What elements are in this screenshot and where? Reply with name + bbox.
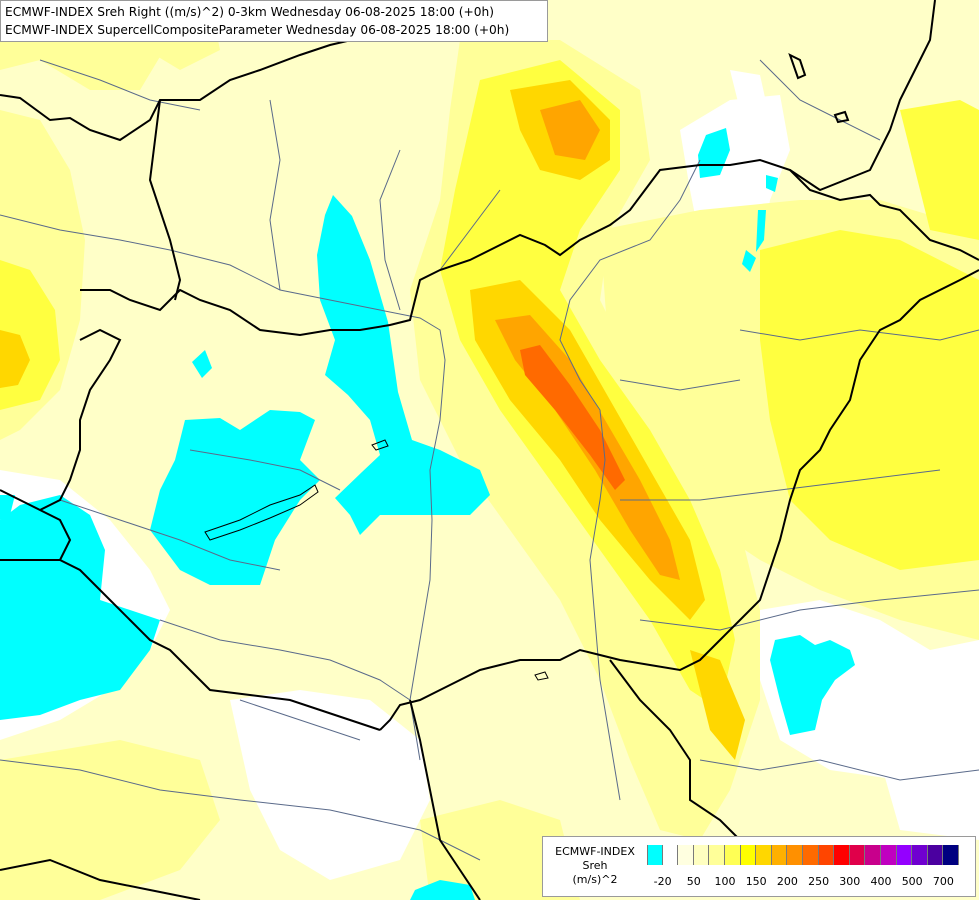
border-south-left: [0, 858, 201, 900]
river-east-2: [620, 469, 941, 501]
river-west-1: [59, 499, 281, 571]
legend-title: ECMWF-INDEX Sreh (m/s)^2: [547, 845, 643, 887]
legend-swatch-8: [771, 845, 788, 865]
legend-swatch-3: [693, 845, 710, 865]
legend-swatch-6: [740, 845, 757, 865]
sreh-zone-south-mid: [420, 800, 580, 900]
border-slovenia: [0, 489, 72, 561]
legend-swatch-19: [943, 845, 959, 865]
legend-tick-labels: -20 50 100 150 200 250 300 400 500 700: [647, 875, 977, 889]
legend-swatch-15: [880, 845, 897, 865]
legend-tick-label: 150: [745, 875, 767, 888]
river-west-2: [189, 449, 341, 491]
legend-swatch-16: [896, 845, 913, 865]
legend-swatch-18: [927, 845, 944, 865]
legend-tick-label: 700: [932, 875, 954, 888]
legend-tick-label: 200: [776, 875, 798, 888]
river-north-2: [379, 149, 401, 311]
map-title-line-1: ECMWF-INDEX Sreh Right ((m/s)^2) 0-3km W…: [5, 5, 494, 19]
legend-tick-label: 400: [870, 875, 892, 888]
cyan-area-east: [770, 635, 855, 735]
cyan-area-south: [410, 880, 475, 900]
sreh-zone-west-gold: [0, 330, 30, 388]
legend-swatch-9: [787, 845, 803, 865]
title-box: ECMWF-INDEX Sreh Right ((m/s)^2) 0-3km W…: [0, 0, 548, 42]
river-northwest: [39, 59, 201, 111]
lake-east: [534, 671, 549, 681]
sreh-zone-orange-north: [540, 100, 600, 160]
border-north-small-2: [833, 110, 850, 124]
legend-tick-label: 100: [714, 875, 736, 888]
river-northeast: [759, 59, 881, 141]
legend-swatch-10: [802, 845, 819, 865]
river-north-1: [269, 99, 281, 291]
legend-swatch-0: [647, 845, 663, 865]
river-east-4: [639, 589, 979, 631]
river-tisza: [559, 159, 701, 801]
legend-swatch-11: [818, 845, 835, 865]
legend-tick-label: 300: [839, 875, 861, 888]
border-serbia: [409, 699, 481, 900]
cyan-area-west: [150, 410, 320, 585]
river-south-1: [239, 699, 361, 741]
legend-title-line-1: ECMWF-INDEX: [555, 845, 635, 858]
cyan-area-far-west-top: [0, 495, 15, 520]
sreh-zone-east-right: [900, 100, 979, 240]
legend-swatch-2: [678, 845, 694, 865]
border-north-small: [788, 53, 807, 80]
lake-balaton: [204, 484, 319, 541]
cyan-area-northeast-4: [742, 250, 756, 272]
legend-swatch-7: [756, 845, 772, 865]
legend-title-line-2: Sreh: [582, 859, 608, 872]
legend-swatch-12: [834, 845, 850, 865]
legend-tick-label: 500: [901, 875, 923, 888]
cyan-area-northeast-2: [766, 175, 778, 192]
legend-swatch-1: [662, 845, 679, 865]
border-croatia: [0, 559, 381, 731]
legend-swatch-5: [724, 845, 741, 865]
river-sava: [0, 759, 481, 861]
map-title-line-2: ECMWF-INDEX SupercellCompositeParameter …: [5, 23, 510, 37]
river-east-1: [739, 329, 979, 341]
legend-title-line-3: (m/s)^2: [572, 873, 618, 886]
white-area-northeast-2: [730, 70, 770, 130]
river-east-3: [619, 379, 741, 391]
sreh-zone-east-core: [760, 230, 979, 570]
border-slovakia-hungary: [80, 158, 979, 337]
white-area-southwest: [230, 690, 430, 880]
river-network: [0, 59, 979, 861]
legend-swatch-14: [865, 845, 881, 865]
legend-swatch-17: [912, 845, 928, 865]
river-south-east: [699, 759, 979, 781]
lake-small: [371, 439, 389, 451]
border-west-vertical: [148, 99, 182, 301]
sreh-zone-dark-orange: [520, 345, 625, 490]
border-ukraine: [789, 0, 936, 192]
river-north-3: [439, 189, 501, 271]
border-hungary-east: [379, 269, 979, 731]
legend-swatch-13: [849, 845, 866, 865]
legend-tick-label: -20: [653, 875, 672, 888]
cyan-area-far-west: [0, 495, 160, 720]
river-danube-upper: [0, 214, 446, 761]
legend-tick-label: 250: [808, 875, 830, 888]
river-drava: [159, 619, 411, 701]
cyan-area-small-west: [192, 350, 212, 378]
legend-color-scale: [647, 845, 959, 865]
sreh-zone-gold-south: [690, 650, 745, 760]
cyan-area-northeast-3: [756, 210, 766, 252]
legend-swatch-4: [709, 845, 725, 865]
legend-tick-label: 50: [686, 875, 701, 888]
sreh-zone-south-left: [0, 740, 220, 900]
legend: ECMWF-INDEX Sreh (m/s)^2 -20 50 100 150 200 2…: [542, 836, 976, 897]
cyan-area-central-west: [317, 195, 490, 535]
border-austria-hungary: [39, 328, 122, 511]
white-area-south-right: [880, 750, 979, 840]
